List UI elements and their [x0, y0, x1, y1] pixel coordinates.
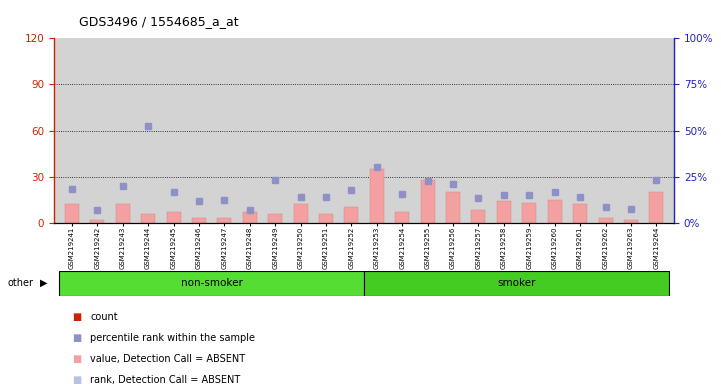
Bar	[65, 204, 79, 223]
Bar	[167, 212, 180, 223]
Text: other: other	[7, 278, 33, 288]
Bar	[115, 204, 130, 223]
Bar	[395, 212, 410, 223]
Bar	[345, 207, 358, 223]
Text: count: count	[90, 312, 118, 322]
Bar	[624, 220, 638, 223]
Bar	[420, 180, 435, 223]
Text: ■: ■	[72, 354, 81, 364]
Bar	[59, 271, 364, 296]
Text: smoker: smoker	[497, 278, 536, 288]
Bar	[573, 204, 587, 223]
Bar	[293, 204, 308, 223]
Bar	[217, 218, 231, 223]
Text: value, Detection Call = ABSENT: value, Detection Call = ABSENT	[90, 354, 245, 364]
Bar	[370, 169, 384, 223]
Bar	[472, 210, 485, 223]
Text: non-smoker: non-smoker	[181, 278, 242, 288]
Bar	[548, 200, 562, 223]
Text: GDS3496 / 1554685_a_at: GDS3496 / 1554685_a_at	[79, 15, 239, 28]
Bar	[522, 203, 536, 223]
Text: ▶: ▶	[40, 278, 47, 288]
Bar	[90, 220, 105, 223]
Bar	[141, 214, 155, 223]
Bar	[192, 218, 206, 223]
Bar	[364, 271, 669, 296]
Text: ■: ■	[72, 312, 81, 322]
Text: percentile rank within the sample: percentile rank within the sample	[90, 333, 255, 343]
Bar	[650, 192, 663, 223]
Bar	[497, 201, 511, 223]
Text: rank, Detection Call = ABSENT: rank, Detection Call = ABSENT	[90, 375, 240, 384]
Bar	[268, 214, 282, 223]
Bar	[446, 192, 460, 223]
Text: ■: ■	[72, 375, 81, 384]
Bar	[598, 218, 613, 223]
Bar	[243, 212, 257, 223]
Bar	[319, 214, 333, 223]
Text: ■: ■	[72, 333, 81, 343]
